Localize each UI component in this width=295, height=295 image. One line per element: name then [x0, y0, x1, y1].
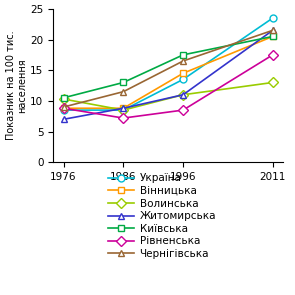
Line: Житомирська: Житомирська: [60, 27, 276, 123]
Чернігівська: [122, 90, 125, 94]
Y-axis label: Показник на 100 тис.
населення: Показник на 100 тис. населення: [6, 31, 27, 140]
Рівненська: [181, 108, 185, 112]
Волинська: [181, 93, 185, 96]
Україна: [181, 78, 185, 81]
Рівненська: [62, 106, 65, 110]
Вінницька: [181, 71, 185, 75]
Житомирська: [181, 93, 185, 96]
Київська: [181, 53, 185, 57]
Line: Волинська: Волинська: [60, 79, 276, 114]
Київська: [271, 35, 275, 38]
Україна: [271, 16, 275, 20]
Чернігівська: [271, 29, 275, 32]
Line: Рівненська: Рівненська: [60, 51, 276, 122]
Рівненська: [122, 116, 125, 120]
Line: Вінницька: Вінницька: [60, 33, 276, 112]
Волинська: [62, 97, 65, 101]
Line: Київська: Київська: [60, 33, 276, 101]
Рівненська: [271, 53, 275, 57]
Line: Чернігівська: Чернігівська: [60, 27, 276, 111]
Чернігівська: [181, 59, 185, 63]
Legend: Україна, Вінницька, Волинська, Житомирська, Київська, Рівненська, Чернігівська: Україна, Вінницька, Волинська, Житомирсь…: [108, 173, 216, 259]
Вінницька: [271, 35, 275, 38]
Волинська: [122, 108, 125, 112]
Київська: [122, 81, 125, 84]
Київська: [62, 96, 65, 100]
Волинська: [271, 81, 275, 84]
Житомирська: [122, 106, 125, 110]
Житомирська: [62, 117, 65, 121]
Вінницька: [62, 106, 65, 110]
Україна: [62, 108, 65, 112]
Line: Україна: Україна: [60, 14, 276, 114]
Чернігівська: [62, 105, 65, 109]
Україна: [122, 108, 125, 112]
Вінницька: [122, 106, 125, 110]
Житомирська: [271, 29, 275, 32]
